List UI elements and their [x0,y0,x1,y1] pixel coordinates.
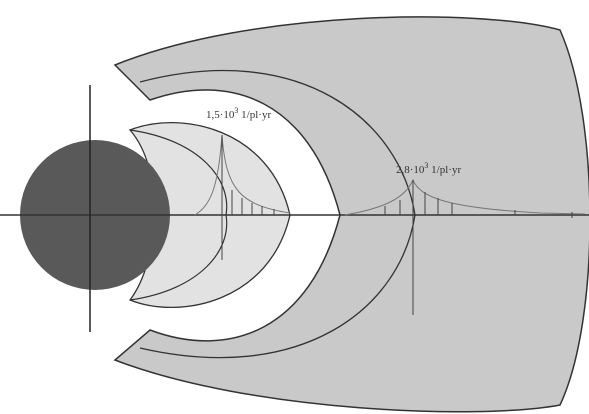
outer-peak-label: 2,8·103 1/pl·yr [396,161,461,176]
diagram: 1,5·103 1/pl·yr 2,8·103 1/pl·yr [0,0,589,414]
label-part: 1/pl·yr [238,109,271,121]
inner-peak-label: 1,5·103 1/pl·yr [206,106,271,121]
label-part: 1,5·10 [206,109,235,121]
label-part: 1/pl·yr [428,164,461,176]
label-part: 2,8·10 [396,164,425,176]
